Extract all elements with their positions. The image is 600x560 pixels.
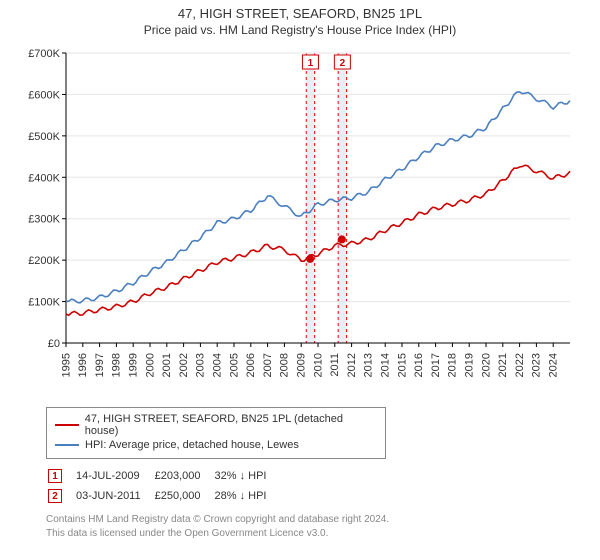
- svg-text:2020: 2020: [480, 353, 492, 377]
- svg-text:2016: 2016: [413, 353, 425, 377]
- svg-text:£200K: £200K: [28, 255, 60, 267]
- sale-delta: 28% ↓ HPI: [215, 487, 279, 505]
- svg-text:2019: 2019: [464, 353, 476, 377]
- legend: 47, HIGH STREET, SEAFORD, BN25 1PL (deta…: [46, 407, 386, 459]
- legend-row-property: 47, HIGH STREET, SEAFORD, BN25 1PL (deta…: [55, 412, 377, 438]
- table-row: 1 14-JUL-2009 £203,000 32% ↓ HPI: [48, 467, 278, 485]
- line-chart: £0 £100K £200K £300K £400K £500K £600K £700K 199…: [20, 43, 580, 403]
- svg-text:2008: 2008: [279, 353, 291, 377]
- svg-text:£0: £0: [48, 338, 60, 350]
- sale-date: 03-JUN-2011: [76, 487, 153, 505]
- svg-text:£600K: £600K: [28, 89, 60, 101]
- svg-text:1997: 1997: [94, 353, 106, 377]
- svg-text:1: 1: [308, 58, 314, 69]
- legend-swatch-hpi: [55, 444, 79, 446]
- svg-text:2009: 2009: [296, 353, 308, 377]
- svg-text:£500K: £500K: [28, 131, 60, 143]
- svg-text:£100K: £100K: [28, 297, 60, 309]
- legend-label-property: 47, HIGH STREET, SEAFORD, BN25 1PL (deta…: [85, 413, 377, 437]
- page-title: 47, HIGH STREET, SEAFORD, BN25 1PL: [0, 0, 600, 21]
- svg-text:2001: 2001: [161, 353, 173, 377]
- svg-text:£300K: £300K: [28, 214, 60, 226]
- svg-text:2011: 2011: [329, 353, 341, 377]
- footnote: Contains HM Land Registry data © Crown c…: [46, 513, 600, 540]
- sales-table: 1 14-JUL-2009 £203,000 32% ↓ HPI 2 03-JU…: [46, 465, 280, 507]
- legend-label-hpi: HPI: Average price, detached house, Lewe…: [85, 439, 299, 451]
- svg-text:£400K: £400K: [28, 172, 60, 184]
- page-subtitle: Price paid vs. HM Land Registry's House …: [0, 21, 600, 43]
- footnote-line: Contains HM Land Registry data © Crown c…: [46, 513, 600, 527]
- svg-text:£700K: £700K: [28, 48, 60, 60]
- sale-marker-2: 2: [48, 489, 62, 503]
- sale-marker-1: 1: [48, 469, 62, 483]
- svg-text:2022: 2022: [514, 353, 526, 377]
- svg-text:2018: 2018: [447, 353, 459, 377]
- sale-delta: 32% ↓ HPI: [215, 467, 279, 485]
- chart-container: 47, HIGH STREET, SEAFORD, BN25 1PL Price…: [0, 0, 600, 560]
- svg-text:2005: 2005: [228, 353, 240, 377]
- legend-row-hpi: HPI: Average price, detached house, Lewe…: [55, 438, 377, 452]
- sale-date: 14-JUL-2009: [76, 467, 153, 485]
- legend-swatch-property: [55, 424, 79, 426]
- svg-text:2014: 2014: [380, 353, 392, 377]
- svg-text:1999: 1999: [127, 353, 139, 377]
- svg-text:2023: 2023: [531, 353, 543, 377]
- svg-text:2021: 2021: [497, 353, 509, 377]
- svg-text:2000: 2000: [144, 353, 156, 377]
- svg-text:2003: 2003: [195, 353, 207, 377]
- svg-text:2017: 2017: [430, 353, 442, 377]
- svg-text:2007: 2007: [262, 353, 274, 377]
- svg-text:2024: 2024: [548, 353, 560, 377]
- footnote-line: This data is licensed under the Open Gov…: [46, 527, 600, 541]
- svg-text:2015: 2015: [396, 353, 408, 377]
- svg-text:1998: 1998: [111, 353, 123, 377]
- svg-text:2006: 2006: [245, 353, 257, 377]
- svg-text:2013: 2013: [363, 353, 375, 377]
- table-row: 2 03-JUN-2011 £250,000 28% ↓ HPI: [48, 487, 278, 505]
- sale-price: £203,000: [155, 467, 213, 485]
- chart-area: £0 £100K £200K £300K £400K £500K £600K £700K 199…: [20, 43, 580, 403]
- svg-text:2: 2: [340, 58, 346, 69]
- svg-text:1996: 1996: [77, 353, 89, 377]
- svg-text:2010: 2010: [312, 353, 324, 377]
- svg-text:2002: 2002: [178, 353, 190, 377]
- svg-text:2004: 2004: [211, 353, 223, 377]
- svg-text:2012: 2012: [346, 353, 358, 377]
- svg-text:1995: 1995: [60, 353, 72, 377]
- sale-price: £250,000: [155, 487, 213, 505]
